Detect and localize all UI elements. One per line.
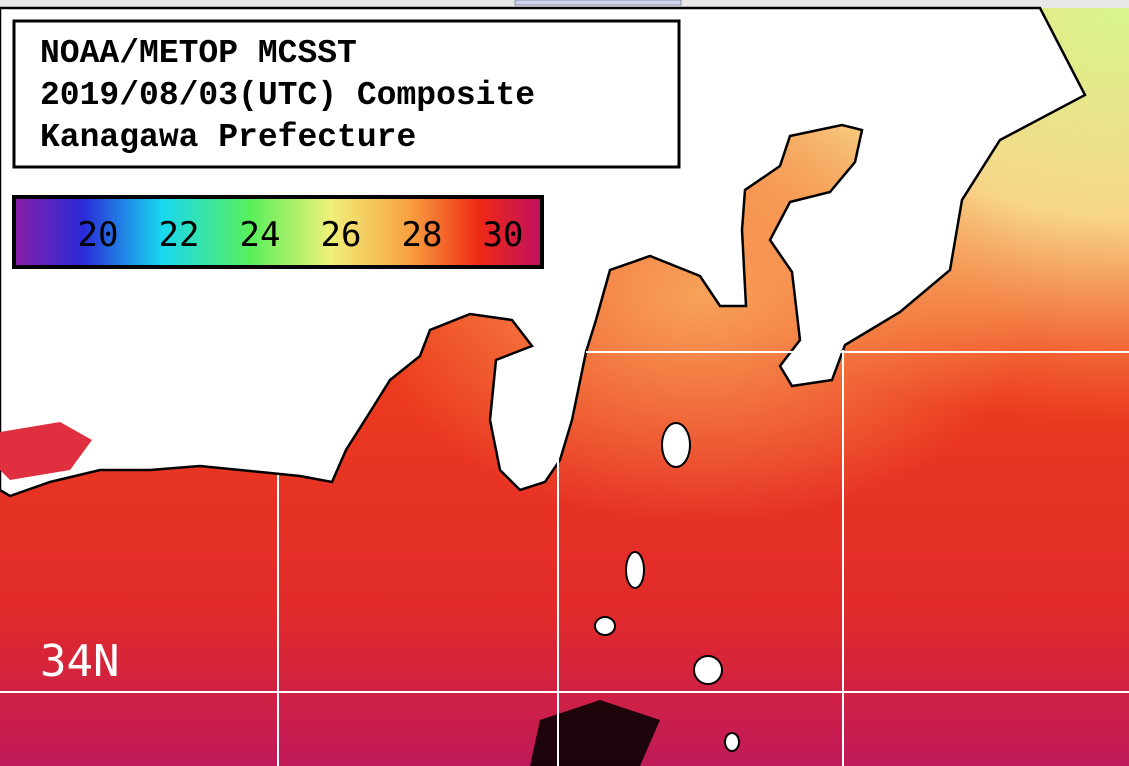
title-line: Kanagawa Prefecture [40, 119, 416, 156]
colorbar-tick-label: 26 [321, 215, 362, 255]
tab [514, 0, 682, 6]
title-box [12, 19, 681, 169]
colorbar-labels: 20 22 24 26 28 30 [78, 215, 524, 255]
island [625, 551, 645, 589]
island [594, 616, 616, 636]
colorbar-tick-label: 28 [402, 215, 443, 255]
island [693, 655, 723, 685]
colorbar [12, 195, 544, 269]
colorbar-tick-label: 22 [159, 215, 200, 255]
title-line: NOAA/METOP MCSST [40, 35, 357, 72]
colorbar-tick-label: 20 [78, 215, 119, 255]
cloud-mask [530, 700, 660, 766]
island [724, 732, 740, 752]
colorbar-tick-label: 24 [240, 215, 281, 255]
title-line: 2019/08/03(UTC) Composite [40, 77, 535, 114]
grid-label: 34N [40, 636, 119, 687]
coastal-water [0, 422, 92, 480]
island [661, 422, 691, 468]
graticule [0, 350, 1129, 766]
colorbar-tick-label: 30 [483, 215, 524, 255]
